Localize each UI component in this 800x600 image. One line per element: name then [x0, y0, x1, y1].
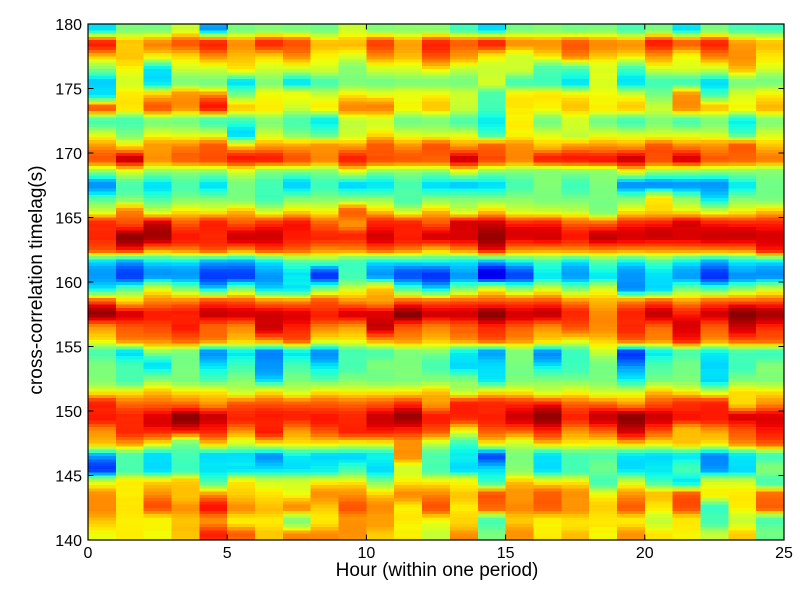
svg-text:0: 0: [84, 545, 93, 562]
svg-text:160: 160: [55, 275, 82, 292]
svg-text:10: 10: [358, 545, 376, 562]
svg-text:5: 5: [223, 545, 232, 562]
svg-text:165: 165: [55, 210, 82, 227]
svg-text:140: 140: [55, 533, 82, 550]
svg-text:155: 155: [55, 339, 82, 356]
svg-text:20: 20: [636, 545, 654, 562]
svg-text:150: 150: [55, 404, 82, 421]
svg-text:145: 145: [55, 468, 82, 485]
svg-text:170: 170: [55, 146, 82, 163]
svg-text:25: 25: [775, 545, 793, 562]
svg-text:15: 15: [497, 545, 515, 562]
svg-text:Hour (within one period): Hour (within one period): [336, 560, 539, 581]
svg-text:cross-correlation timelag(s): cross-correlation timelag(s): [26, 165, 47, 394]
svg-text:180: 180: [55, 17, 82, 34]
svg-text:175: 175: [55, 81, 82, 98]
